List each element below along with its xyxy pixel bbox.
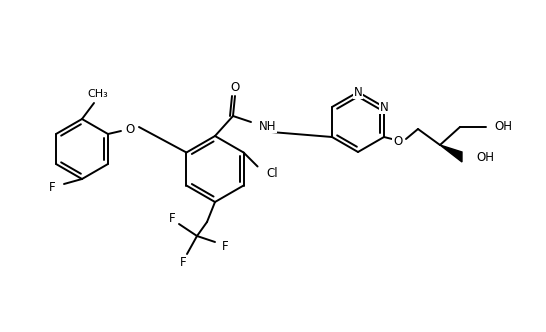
Text: CH₃: CH₃ bbox=[87, 89, 108, 99]
Text: N: N bbox=[354, 86, 363, 99]
Polygon shape bbox=[440, 145, 462, 162]
Text: N: N bbox=[379, 101, 388, 114]
Text: Cl: Cl bbox=[266, 167, 278, 180]
Text: F: F bbox=[180, 256, 186, 269]
Text: F: F bbox=[49, 181, 55, 194]
Text: O: O bbox=[126, 123, 135, 135]
Text: NH: NH bbox=[259, 120, 276, 132]
Text: O: O bbox=[230, 80, 240, 94]
Text: OH: OH bbox=[494, 120, 512, 132]
Text: F: F bbox=[222, 239, 229, 253]
Text: O: O bbox=[393, 134, 402, 147]
Text: F: F bbox=[169, 212, 175, 225]
Text: OH: OH bbox=[476, 150, 494, 163]
